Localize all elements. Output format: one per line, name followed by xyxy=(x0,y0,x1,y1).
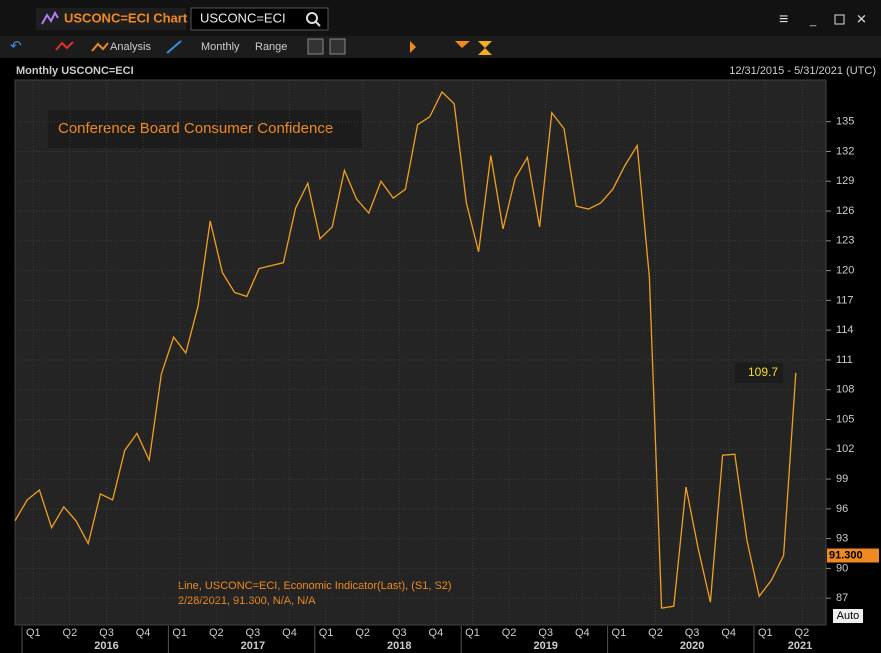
y-tick-label: 87 xyxy=(836,592,848,604)
y-tick-label: 135 xyxy=(836,116,854,128)
data-line xyxy=(14,90,797,609)
year-label: 2016 xyxy=(94,640,118,652)
tool-button[interactable] xyxy=(410,41,416,53)
y-tick-label: 132 xyxy=(836,145,854,157)
x-tick-label: Q4 xyxy=(282,627,297,639)
year-label: 2018 xyxy=(387,640,411,652)
auto-label: Auto xyxy=(837,610,860,622)
x-tick-label: Q1 xyxy=(319,627,334,639)
chart-header: Monthly USCONC=ECI xyxy=(16,65,134,77)
tool-button[interactable] xyxy=(307,38,324,55)
y-tick-label: 129 xyxy=(836,175,854,187)
year-label: 2021 xyxy=(788,640,812,652)
analysis-button[interactable]: Analysis xyxy=(110,41,151,53)
x-tick-label: Q2 xyxy=(355,627,370,639)
x-tick-label: Q3 xyxy=(685,627,700,639)
x-tick-label: Q3 xyxy=(538,627,553,639)
range-button[interactable]: Range xyxy=(255,41,287,53)
line-style-button[interactable] xyxy=(55,41,74,51)
x-tick-label: Q4 xyxy=(721,627,736,639)
price-tag-label: 91.300 xyxy=(829,549,863,561)
legend-values: 2/28/2021, 91.300, N/A, N/A xyxy=(178,595,316,607)
y-tick-label: 117 xyxy=(836,294,854,306)
draw-button[interactable] xyxy=(166,40,182,54)
search-box[interactable] xyxy=(190,7,329,31)
toolbar xyxy=(0,36,881,58)
x-tick-label: Q2 xyxy=(648,627,663,639)
menu-button[interactable]: ≡ xyxy=(779,11,788,28)
x-tick-label: Q1 xyxy=(612,627,627,639)
auto-button[interactable] xyxy=(833,609,863,623)
window-title: USCONC=ECI Chart xyxy=(64,10,188,25)
x-tick-label: Q4 xyxy=(429,627,444,639)
year-label: 2020 xyxy=(680,640,704,652)
price-tag xyxy=(827,548,879,563)
x-tick-label: Q3 xyxy=(392,627,407,639)
y-tick-label: 108 xyxy=(836,384,854,396)
tool-button[interactable] xyxy=(329,38,346,55)
search-icon[interactable] xyxy=(306,12,318,24)
x-tick-label: Q2 xyxy=(502,627,517,639)
x-tick-label: Q4 xyxy=(575,627,590,639)
y-tick-label: 123 xyxy=(836,235,854,247)
last-value-box xyxy=(735,362,783,383)
y-tick-label: 96 xyxy=(836,503,848,515)
y-tick-label: 93 xyxy=(836,533,848,545)
undo-button[interactable]: ↶ xyxy=(10,38,22,54)
analysis-icon xyxy=(91,42,109,52)
x-tick-label: Q2 xyxy=(209,627,224,639)
year-label: 2019 xyxy=(533,640,557,652)
last-value-label: 109.7 xyxy=(748,365,778,379)
y-tick-label: 114 xyxy=(836,324,854,336)
year-label: 2017 xyxy=(241,640,265,652)
interval-button[interactable]: Monthly xyxy=(201,41,240,53)
tool-button[interactable] xyxy=(478,41,492,55)
x-tick-label: Q3 xyxy=(246,627,261,639)
close-button[interactable]: ✕ xyxy=(856,11,867,26)
legend-box xyxy=(48,110,362,148)
minimize-button[interactable]: _ xyxy=(809,15,817,27)
x-tick-label: Q1 xyxy=(172,627,187,639)
y-tick-label: 126 xyxy=(836,205,854,217)
date-range: 12/31/2015 - 5/31/2021 (UTC) xyxy=(729,65,876,77)
x-tick-label: Q2 xyxy=(63,627,78,639)
y-tick-label: 102 xyxy=(836,443,854,455)
x-tick-label: Q1 xyxy=(26,627,41,639)
tool-button[interactable] xyxy=(455,41,470,48)
search-icon xyxy=(315,21,321,27)
x-tick-label: Q2 xyxy=(795,627,810,639)
y-tick-label: 90 xyxy=(836,562,848,574)
chart-icon xyxy=(41,10,59,25)
search-text: USCONC=ECI xyxy=(200,10,286,25)
x-tick-label: Q1 xyxy=(758,627,773,639)
y-tick-label: 105 xyxy=(836,413,854,425)
y-tick-label: 99 xyxy=(836,473,848,485)
x-tick-label: Q3 xyxy=(99,627,114,639)
y-tick-label: 120 xyxy=(836,265,854,277)
tab[interactable] xyxy=(36,8,186,30)
x-tick-label: Q4 xyxy=(136,627,151,639)
y-tick-label: 111 xyxy=(836,354,853,366)
legend-title: Conference Board Consumer Confidence xyxy=(58,120,333,137)
legend-line: Line, USCONC=ECI, Economic Indicator(Las… xyxy=(178,580,452,592)
x-tick-label: Q1 xyxy=(465,627,480,639)
plot-area xyxy=(14,79,827,626)
maximize-button[interactable] xyxy=(834,14,845,25)
